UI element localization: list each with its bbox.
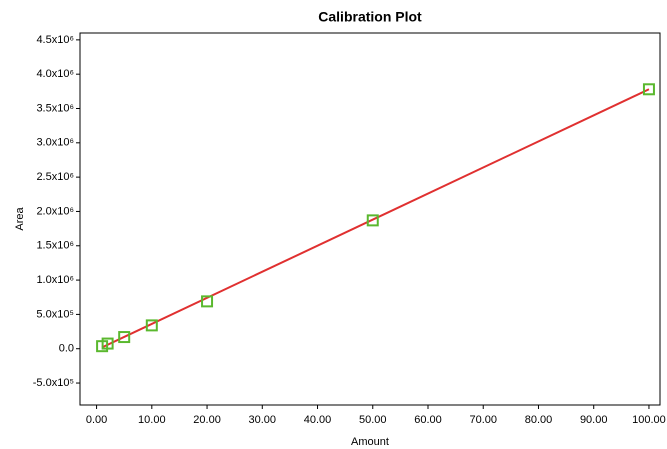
x-tick-label: 40.00 — [304, 414, 332, 426]
y-tick-label: 5.0x10⁵ — [36, 308, 74, 320]
y-tick-label: 2.0x10⁶ — [36, 205, 74, 217]
x-tick-label: 0.00 — [86, 414, 107, 426]
data-point — [101, 337, 114, 350]
y-tick-label: 1.0x10⁶ — [36, 274, 74, 286]
chart-title: Calibration Plot — [318, 9, 422, 25]
x-axis-label: Amount — [351, 436, 389, 448]
x-tick-label: 90.00 — [580, 414, 608, 426]
x-tick-label: 70.00 — [469, 414, 497, 426]
y-tick-label: 4.5x10⁶ — [36, 34, 74, 46]
data-point — [201, 295, 214, 308]
y-axis-label: Area — [14, 207, 26, 231]
x-tick-label: 80.00 — [525, 414, 553, 426]
y-tick-label: 1.5x10⁶ — [36, 240, 74, 252]
y-tick-label: 4.0x10⁶ — [36, 68, 74, 80]
y-tick-label: -5.0x10⁵ — [33, 377, 74, 389]
x-tick-label: 20.00 — [193, 414, 221, 426]
x-tick-label: 60.00 — [414, 414, 442, 426]
data-point — [366, 214, 379, 227]
x-tick-label: 30.00 — [249, 414, 277, 426]
data-point — [642, 83, 655, 96]
x-tick-label: 50.00 — [359, 414, 387, 426]
data-point — [118, 331, 131, 344]
x-tick-label: 10.00 — [138, 414, 166, 426]
y-tick-label: 2.5x10⁶ — [36, 171, 74, 183]
x-tick-label: 100.00 — [632, 414, 666, 426]
fit-line — [101, 88, 650, 349]
data-point — [145, 319, 158, 332]
y-tick-label: 0.0 — [59, 343, 74, 355]
y-tick-label: 3.0x10⁶ — [36, 137, 74, 149]
y-tick-label: 3.5x10⁶ — [36, 102, 74, 114]
plot-frame — [79, 32, 661, 406]
